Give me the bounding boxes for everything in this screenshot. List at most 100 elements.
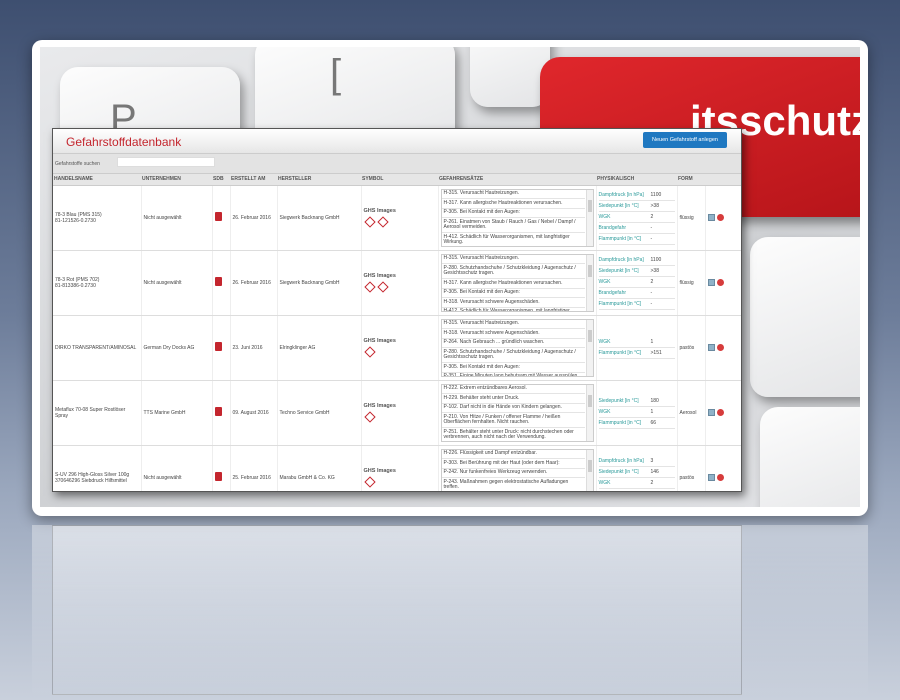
- column-header[interactable]: UNTERNEHMEN: [141, 174, 212, 186]
- column-header[interactable]: ERSTELLT AM: [230, 174, 277, 186]
- table-row: Metaflux 70-08 Super Rostlöser Spray TTS …: [53, 380, 741, 446]
- reflection: [32, 525, 868, 700]
- trade-name: S-UV 296 High-Gloss Silver 100g 37064629…: [53, 445, 142, 491]
- column-header[interactable]: PHYSIKALISCH: [596, 174, 677, 186]
- manufacturer: Siegwerk Backnang GmbH: [277, 185, 362, 251]
- created-date: 09. August 2016: [230, 380, 278, 446]
- edit-icon[interactable]: [707, 409, 715, 416]
- form: pastös: [677, 315, 706, 381]
- hazard-item: P-251. Behälter steht unter Druck: nicht…: [442, 428, 585, 441]
- hazard-item: P-280. Schutzhandschuhe / Schutzkleidung…: [441, 264, 585, 279]
- actions: [705, 315, 741, 381]
- hazard-list[interactable]: H-226. Flüssigkeit und Dampf entzündbar.…: [440, 448, 594, 491]
- column-header[interactable]: SDB: [212, 174, 230, 186]
- property-value: 1: [650, 338, 654, 345]
- ghs-label: GHS Images: [363, 402, 396, 409]
- key-label: [: [330, 52, 342, 96]
- new-hazardous-substance-button[interactable]: Neuen Gefahrstoff anlegen: [643, 132, 727, 148]
- property-row: Flammpunkt [in °C] >151: [598, 348, 675, 359]
- table-row: 78-3 Rot (PMS 702) 81-813386-0.2730 Nicht…: [53, 250, 741, 316]
- app-window: Gefahrstoffdatenbank Neuen Gefahrstoff a…: [52, 128, 742, 492]
- hazard-item: H-315. Verursacht Hautreizungen.: [441, 255, 585, 264]
- property-value: 180: [650, 398, 659, 404]
- property-value: 2: [650, 214, 654, 220]
- property-row: Siedepunkt [in °C] 146: [598, 467, 675, 478]
- table-row: S-UV 296 High-Gloss Silver 100g 37064629…: [53, 445, 741, 492]
- property-value: 146: [650, 468, 659, 475]
- hazard-item: P-305. Bei Kontakt mit den Augen:: [441, 209, 585, 218]
- property-row: Siedepunkt [in °C] >38: [598, 266, 675, 277]
- search-input[interactable]: [117, 157, 215, 167]
- hazard-item: P-242. Nur funkenfreies Werkzeug verwend…: [441, 469, 585, 478]
- property-label: WGK: [598, 338, 611, 345]
- hazard-item: H-315. Verursacht Hautreizungen.: [441, 320, 585, 329]
- hazard-item: H-317. Kann allergische Hautreaktionen v…: [441, 279, 585, 289]
- property-value: -: [650, 290, 653, 296]
- property-row: Siedepunkt [in °C] >38: [598, 201, 675, 212]
- hazard-item: H-317. Kann allergische Hautreaktionen v…: [441, 199, 585, 209]
- hazard-item: P-351. Einige Minuten lang behutsam mit …: [442, 373, 585, 375]
- property-row: Dampfdruck [in hPa] 1100: [598, 255, 675, 266]
- ghs-label: GHS Images: [363, 272, 396, 279]
- scrollbar[interactable]: [585, 449, 593, 491]
- pdf-icon[interactable]: [214, 407, 222, 416]
- property-row: Flammpunkt [in °C] -: [598, 234, 675, 245]
- edit-icon[interactable]: [707, 279, 715, 286]
- column-header[interactable]: FORM: [677, 174, 705, 186]
- trade-name: 78-3 Blau (PMS 315) 81-121526-0.2730: [53, 185, 142, 251]
- pdf-icon[interactable]: [214, 212, 222, 221]
- health-hazard-diamond-icon: [376, 280, 389, 293]
- pdf-icon[interactable]: [214, 342, 222, 351]
- property-row: Brandgefahr -: [598, 288, 675, 299]
- delete-icon[interactable]: [716, 409, 724, 416]
- hazard-statements: H-315. Verursacht Hautreizungen. H-318. V…: [438, 315, 597, 381]
- hazard-item: H-318. Verursacht schwere Augenschäden.: [441, 298, 585, 308]
- search-bar: Gefahrstoffe suchen: [53, 154, 741, 174]
- pdf-icon[interactable]: [214, 472, 222, 481]
- hazard-item: P-280. Schutzhandschuhe / Schutzkleidung…: [441, 348, 585, 363]
- physical-properties: Dampfdruck [in hPa] 3 Siedepunkt [in °C] 14…: [596, 445, 678, 492]
- property-label: Flammpunkt [in °C]: [598, 301, 642, 307]
- property-value: -: [651, 491, 653, 492]
- hazard-item: P-305. Bei Kontakt mit den Augen:: [441, 289, 585, 298]
- flame-diamond-icon: [363, 410, 376, 423]
- pdf-icon[interactable]: [214, 277, 222, 286]
- scrollbar[interactable]: [585, 254, 593, 311]
- scrollbar[interactable]: [585, 189, 593, 246]
- property-row: WGK 2: [598, 277, 675, 288]
- symbol-cell: GHS Images: [361, 315, 439, 381]
- edit-icon[interactable]: [707, 214, 715, 221]
- property-value: 3: [650, 457, 654, 464]
- edit-icon[interactable]: [707, 344, 715, 351]
- form: flüssig: [677, 250, 706, 316]
- hazard-list[interactable]: H-315. Verursacht Hautreizungen. H-318. V…: [440, 318, 594, 377]
- hazard-list[interactable]: H-315. Verursacht Hautreizungen. H-317. K…: [440, 188, 594, 247]
- column-header[interactable]: HERSTELLER: [277, 174, 361, 186]
- property-label: Dampfdruck [in hPa]: [598, 257, 644, 263]
- column-header[interactable]: HANDELSNAME: [53, 174, 141, 186]
- hazard-item: P-264. Nach Gebrauch ... gründlich wasch…: [441, 339, 585, 348]
- property-row: WGK 2: [598, 478, 675, 489]
- hazard-statements: H-315. Verursacht Hautreizungen. H-317. K…: [438, 185, 597, 251]
- delete-icon[interactable]: [716, 214, 724, 221]
- delete-icon[interactable]: [716, 344, 724, 351]
- delete-icon[interactable]: [716, 474, 724, 481]
- column-header[interactable]: [705, 174, 741, 186]
- hazard-item: H-222. Extrem entzündbares Aerosol.: [441, 385, 585, 394]
- scrollbar[interactable]: [585, 319, 593, 376]
- property-value: -: [650, 225, 653, 231]
- edit-icon[interactable]: [707, 474, 715, 481]
- form: pastös: [677, 445, 706, 491]
- scrollbar[interactable]: [585, 384, 593, 441]
- form: flüssig: [677, 185, 706, 251]
- property-label: Siedepunkt [in °C]: [598, 398, 639, 404]
- actions: [705, 185, 741, 251]
- column-header[interactable]: GEFAHRENSÄTZE: [438, 174, 596, 186]
- hazard-list[interactable]: H-222. Extrem entzündbares Aerosol. H-229…: [440, 383, 594, 442]
- delete-icon[interactable]: [716, 279, 724, 286]
- reflection-app: [52, 525, 742, 695]
- hazard-list[interactable]: H-315. Verursacht Hautreizungen. P-280. S…: [440, 253, 594, 312]
- column-header[interactable]: SYMBOL: [361, 174, 438, 186]
- actions: [705, 380, 741, 446]
- actions: [705, 250, 741, 316]
